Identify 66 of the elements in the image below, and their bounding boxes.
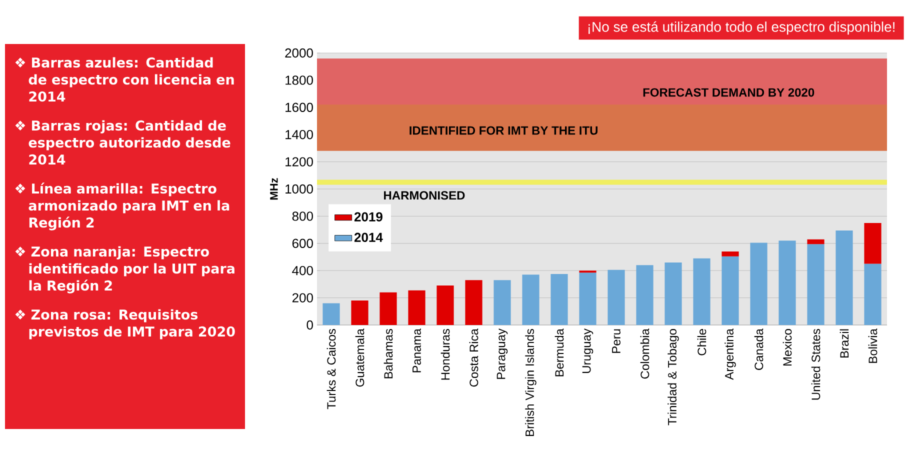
y-tick-label: 1800 [286, 76, 313, 85]
y-tick-label: 600 [292, 238, 313, 248]
x-tick-label: United States [811, 328, 820, 400]
y-tick-label: 800 [292, 212, 313, 221]
x-tick-label: Mexico [782, 329, 792, 366]
x-tick-label: Bolivia [868, 328, 878, 363]
x-tick-label: Canada [754, 328, 764, 370]
y-tick-label: 1600 [286, 102, 313, 112]
bar [722, 256, 739, 325]
legend-label: 2019 [354, 212, 382, 222]
bar [550, 274, 568, 325]
band-label: IDENTIFIED FOR IMT BY THE ITU [410, 126, 598, 135]
x-tick-label: Paraguay [496, 328, 508, 379]
bar [380, 292, 397, 325]
text: ❖ Zona rosa: Requisitos previstos de IMT para 2020 [15, 309, 235, 340]
bar [693, 258, 710, 325]
bar [750, 242, 768, 325]
bar [522, 274, 540, 325]
bar [778, 240, 796, 325]
y-axis-title: MHz [270, 178, 278, 200]
text: ❖ Barras azules: Cantidad de espectro con licencia en 2014 [15, 57, 234, 102]
bar [408, 290, 426, 325]
y-tick-label: 400 [292, 266, 313, 276]
x-tick-label: Guatemala [355, 328, 364, 387]
bar [351, 300, 368, 325]
y-tick-label: 2000 [285, 48, 313, 58]
x-tick-label: Panama [412, 328, 421, 372]
bar [494, 280, 511, 325]
x-tick-label: Uruguay [582, 328, 594, 373]
bar [579, 272, 596, 325]
x-tick-label: Trinidad & Tobago [668, 329, 679, 426]
y-tick-label: 200 [292, 293, 313, 302]
bar [664, 262, 682, 325]
bar [465, 280, 482, 325]
x-tick-label: Bermuda [554, 328, 564, 376]
x-tick-label: Colombia [640, 328, 650, 379]
ref-line-label: HARMONISED [384, 191, 465, 200]
text: ❖ Barras rojas: Cantidad de espectro autorizado desde 2014 [15, 120, 230, 165]
bar [807, 244, 824, 325]
x-tick-label: Costa Rica [469, 328, 478, 387]
bar [322, 303, 340, 325]
bar [436, 286, 454, 325]
x-tick-label: British Virgin Islands [525, 328, 536, 436]
text: ❖ Zona naranja: Espectro identificado por la UIT para la Región 2 [15, 246, 234, 294]
x-tick-label: Chile [697, 329, 706, 356]
bar [722, 252, 739, 256]
bar [807, 239, 824, 244]
band-label: FORECAST DEMAND BY 2020 [643, 88, 814, 97]
bar [636, 265, 654, 325]
x-tick-label: Brazil [840, 329, 849, 358]
bar [836, 230, 853, 325]
x-tick-label: Bahamas [384, 328, 393, 378]
chart-title: ¡No se está utilizando todo el espectro disponible! [588, 21, 894, 35]
bar [864, 223, 882, 264]
x-tick-label: Peru [612, 329, 620, 353]
x-tick-label: Honduras [440, 328, 450, 380]
bar [864, 264, 882, 325]
x-tick-label: Turks & Caicos [326, 328, 336, 410]
x-tick-label: Argentina [724, 328, 736, 380]
y-tick-label: 1200 [286, 157, 313, 166]
legend-label: 2014 [354, 232, 383, 242]
y-tick-label: 1400 [286, 130, 313, 140]
y-tick-label: 1000 [286, 184, 313, 194]
bar [608, 270, 625, 325]
y-tick-label: 0 [306, 320, 313, 330]
text: ❖ Línea amarilla: Espectro armonizado para IMT en la Región 2 [15, 182, 230, 230]
